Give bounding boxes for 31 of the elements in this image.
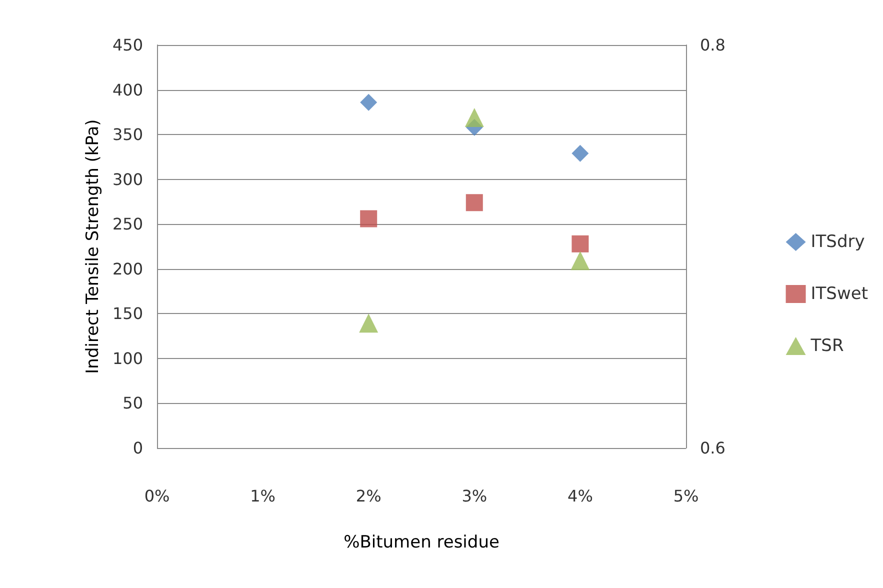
y-tick-label: 450 [112,36,143,54]
x-axis-title: %Bitumen residue [344,532,500,552]
point [572,235,589,252]
point [572,144,589,162]
point [360,94,378,111]
y-tick-label: 250 [112,214,143,234]
x-tick-label: 0% [144,486,170,506]
y-tick-label: 100 [112,348,143,368]
point [570,251,590,270]
point [359,314,378,333]
point [360,210,378,228]
x-tick-label: 5% [673,486,699,506]
y2-tick-label: 0.8 [700,36,726,54]
y2-tick-label: 0.6 [700,438,726,458]
x-tick-label: 2% [356,486,382,506]
y-tick-label: 400 [112,80,143,100]
y-tick-label: 300 [112,170,143,189]
x-tick-label: 3% [462,486,488,506]
y-tick-label: 350 [112,125,143,144]
point [464,108,484,128]
y-tick-label: 0 [132,438,143,458]
y-tick-label: 50 [122,394,143,413]
y-axis-title: Indirect Tensile Strength (kPa) [83,119,104,374]
y-tick-label: 150 [112,304,143,324]
legend-label: ITSwet [810,284,868,304]
legend-label: TSR [810,336,844,356]
legend-label: ITSdry [810,232,865,252]
x-tick-label: 4% [568,486,593,506]
point [466,194,483,212]
y-tick-label: 200 [112,259,143,278]
x-tick-label: 1% [250,486,276,506]
